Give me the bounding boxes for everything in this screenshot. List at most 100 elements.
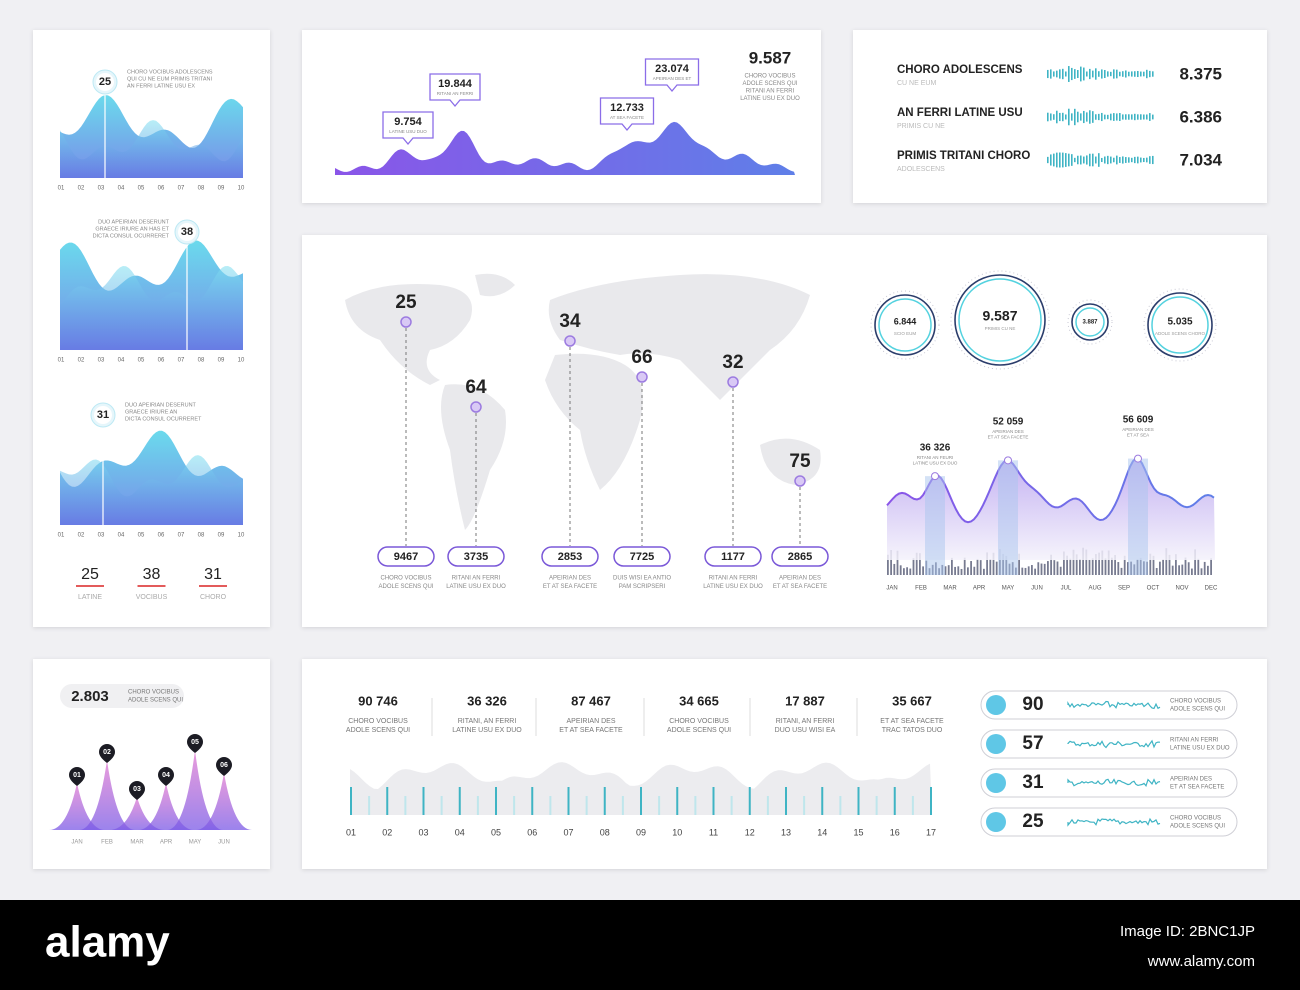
bg-bar [915, 552, 918, 575]
mini-bar [1059, 152, 1061, 168]
caption: DUO APEIRIAN DESERUNT [98, 219, 170, 225]
mini-bar [1128, 114, 1130, 120]
marker [69, 767, 85, 786]
marker [129, 781, 145, 800]
mini-bar [1122, 71, 1124, 77]
caption: APEIRIAN DES [992, 429, 1024, 434]
caption: ET AT SEA FACETE [559, 727, 623, 734]
bg-bar [973, 566, 976, 575]
tick-bar [531, 787, 534, 815]
pin-box-value: 9467 [394, 551, 418, 563]
bg-bar [1207, 565, 1209, 575]
bg-bar [1210, 558, 1212, 575]
mini-bar [1101, 112, 1103, 122]
mountain [138, 783, 194, 830]
pin-value: 32 [722, 352, 743, 373]
ring-outer [1143, 288, 1217, 362]
mini-bar [1095, 114, 1097, 120]
mini-bar [1125, 114, 1127, 120]
tick-bar [621, 796, 624, 815]
mini-bar [1140, 114, 1142, 120]
brand: alamy [45, 918, 170, 967]
mini-bar [1089, 68, 1091, 80]
mini-bar [1131, 71, 1133, 77]
highlight [1128, 458, 1148, 575]
bg-bar [1191, 568, 1193, 575]
tick-bar [640, 787, 642, 815]
marker-value: 25 [99, 76, 111, 88]
bg-bar [951, 557, 953, 575]
pin-box [613, 546, 671, 567]
mini-bar [1149, 113, 1151, 121]
x-tick-label: 02 [78, 533, 85, 539]
bg-bar [957, 566, 960, 575]
ring [954, 274, 1046, 366]
pin-box [447, 546, 505, 567]
bg-bar [1085, 549, 1088, 575]
bg-bar [1066, 555, 1068, 575]
mini-bar [1119, 113, 1121, 121]
mini-bar [1065, 114, 1067, 120]
caption: ET AT SEA FACETE [773, 584, 827, 590]
summary-value: 25 [81, 566, 99, 583]
underline [199, 585, 227, 587]
stat-value: 34 665 [679, 693, 719, 708]
bg-bar [899, 565, 902, 575]
tick-bar [458, 787, 461, 815]
tick-bar [386, 787, 389, 815]
x-tick-label: 02 [78, 186, 85, 192]
bg-bar [1043, 563, 1046, 575]
tick-bar [476, 796, 479, 815]
bg-bar [967, 567, 969, 575]
wave-area [60, 266, 243, 350]
caption: DUO APEIRIAN DESERUNT [125, 402, 197, 408]
mini-bar [1149, 70, 1151, 78]
tick-bar [694, 796, 697, 815]
mini-bar [1104, 69, 1106, 79]
stat-value: 35 667 [892, 693, 932, 708]
tick-bar [603, 787, 606, 815]
x-tick-label: 12 [745, 827, 755, 837]
x-tick-label: AUG [1088, 586, 1101, 592]
pill-value: 25 [1022, 811, 1044, 832]
bg-bar [1175, 554, 1177, 575]
mini-bar [1134, 113, 1136, 121]
bg-bar [1063, 551, 1065, 575]
image-id: Image ID: 2BNC1JP [1120, 923, 1255, 940]
mini-bar [1080, 155, 1082, 165]
caption: ADOLE SCENS QUI [1170, 707, 1225, 713]
x-tick-label: 09 [636, 827, 646, 837]
tick-bar [350, 787, 352, 815]
bg-bar [1203, 561, 1206, 575]
bg-bar [906, 567, 908, 575]
x-tick-label: 05 [138, 186, 145, 192]
summary-label: CHORO [200, 594, 227, 601]
bg-bar [1021, 567, 1024, 575]
mini-bar [1110, 71, 1112, 77]
x-tick-label: FEB [101, 840, 113, 846]
callout-value: 12.733 [610, 102, 644, 114]
pill-value: 57 [1022, 733, 1043, 754]
bg-bar [1075, 554, 1078, 575]
bg-bar [912, 558, 915, 575]
pill-wave [1067, 778, 1161, 788]
mini-bar [1059, 112, 1061, 122]
pin [470, 401, 482, 413]
x-tick-label: APR [160, 840, 173, 846]
x-tick-label: DEC [1205, 586, 1218, 592]
url: www.alamy.com [1147, 953, 1255, 970]
bg-bar [1200, 568, 1203, 575]
mini-bar [1128, 157, 1130, 163]
pin-box-value: 1177 [721, 551, 745, 563]
marker-label: 04 [162, 772, 170, 779]
bg-bar [919, 553, 921, 575]
caption: AT SEA FACETE [610, 115, 644, 120]
caption: PAM SCRIPSERI [619, 584, 666, 590]
x-tick-label: 07 [178, 358, 185, 364]
x-tick-label: 08 [198, 533, 205, 539]
bg-bar [1088, 559, 1091, 575]
ring-inner [1151, 296, 1209, 354]
mini-bar [1119, 71, 1121, 77]
bg-bar [983, 568, 985, 575]
mini-bar [1077, 70, 1079, 78]
